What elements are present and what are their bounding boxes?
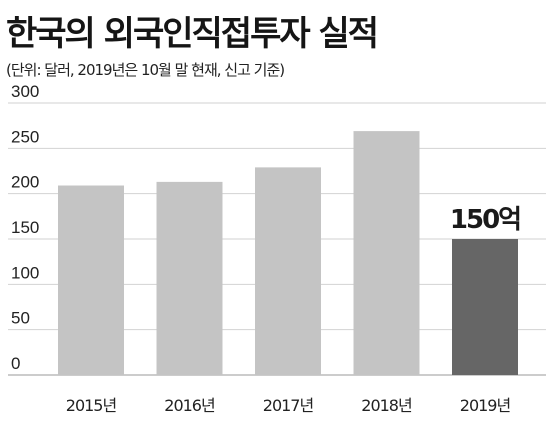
chart-title: 한국의 외국인직접투자 실적	[6, 14, 379, 54]
y-tick-label: 250	[11, 127, 39, 146]
y-tick-label: 200	[11, 173, 39, 192]
x-tick-label: 2018년	[361, 396, 412, 415]
y-tick-label: 150	[11, 218, 39, 237]
bar	[156, 181, 223, 375]
y-tick-label: 300	[11, 82, 39, 101]
x-tick-label: 2016년	[164, 396, 215, 415]
data-label: 150억	[450, 205, 520, 235]
bar	[58, 185, 124, 375]
x-tick-label: 2015년	[66, 396, 117, 415]
chart-subtitle: (단위: 달러, 2019년은 10월 말 현재, 신고 기준)	[6, 61, 285, 79]
bar	[353, 131, 420, 375]
y-tick-label: 100	[11, 263, 39, 282]
bar	[255, 167, 321, 375]
x-tick-label: 2019년	[460, 396, 511, 415]
bar	[452, 239, 518, 375]
y-tick-label: 50	[11, 309, 30, 328]
x-tick-label: 2017년	[263, 396, 314, 415]
y-tick-label: 0	[11, 354, 20, 373]
